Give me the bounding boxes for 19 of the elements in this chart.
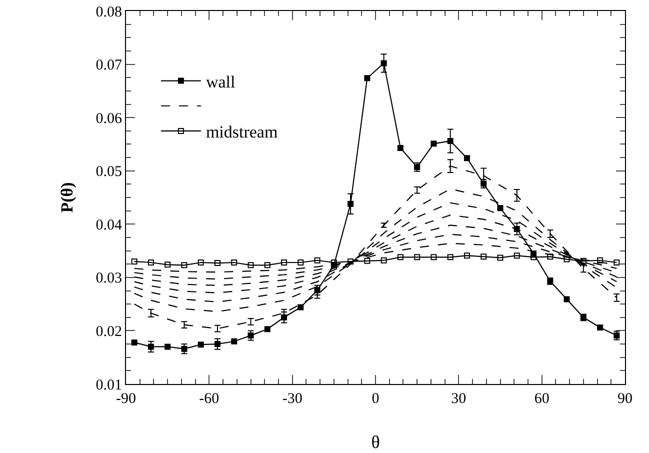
y-tick-label: 0.05 bbox=[96, 164, 122, 180]
y-tick-label: 0.04 bbox=[96, 217, 122, 234]
x-tick-label: 60 bbox=[534, 391, 550, 407]
x-tick-label: -60 bbox=[199, 391, 220, 407]
x-tick-label: 30 bbox=[451, 391, 466, 407]
y-tick-label: 0.06 bbox=[96, 110, 122, 127]
y-tick-label: 0.02 bbox=[96, 324, 122, 340]
y-tick-label: 0.03 bbox=[96, 270, 122, 287]
x-axis-title: θ bbox=[371, 432, 380, 452]
x-tick-label: -90 bbox=[116, 391, 136, 407]
y-tick-label: 0.08 bbox=[96, 4, 122, 20]
y-tick-label: 0.07 bbox=[96, 58, 122, 74]
legend-label: midstream bbox=[206, 122, 278, 142]
y-axis-title: P(θ) bbox=[57, 182, 76, 213]
y-tick-label: 0.01 bbox=[96, 377, 122, 394]
x-tick-label: -30 bbox=[282, 391, 302, 407]
x-tick-label: 90 bbox=[618, 391, 632, 407]
legend-label: wall bbox=[206, 72, 236, 92]
x-tick-label: 0 bbox=[372, 391, 380, 407]
